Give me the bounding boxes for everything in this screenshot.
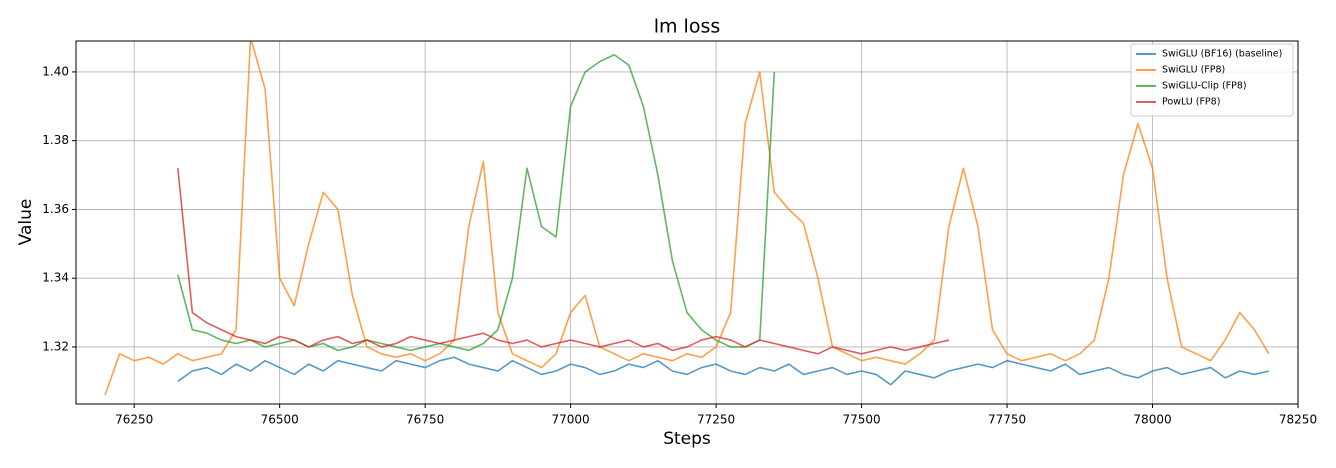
plot-frame xyxy=(75,40,1299,405)
y-tick-label: 1.38 xyxy=(42,133,69,147)
x-tick-label: 76500 xyxy=(261,413,299,427)
legend-label: SwiGLU (FP8) xyxy=(1162,65,1225,76)
x-tick-label: 78000 xyxy=(1133,413,1171,427)
legend-label: SwiGLU-Clip (FP8) xyxy=(1162,81,1247,92)
plot-area xyxy=(104,41,1270,396)
y-tick-label: 1.32 xyxy=(42,339,69,353)
x-tick-label: 77000 xyxy=(552,413,590,427)
x-tick-label: 77750 xyxy=(988,413,1026,427)
y-tick-label: 1.40 xyxy=(42,64,69,78)
y-tick-label: 1.36 xyxy=(42,202,69,216)
chart-title: lm loss xyxy=(654,16,721,38)
legend-label: PowLU (FP8) xyxy=(1162,97,1220,108)
legend-box xyxy=(1130,43,1294,117)
x-tick-label: 77250 xyxy=(697,413,735,427)
y-tick-label: 1.34 xyxy=(42,271,69,285)
x-axis-label: Steps xyxy=(663,429,711,449)
series-line xyxy=(104,41,1270,396)
x-tick-label: 77500 xyxy=(842,413,880,427)
series-line xyxy=(177,53,776,352)
y-axis-label: Value xyxy=(16,199,36,246)
series-line xyxy=(177,356,1270,386)
x-tick-label: 76250 xyxy=(115,413,153,427)
x-tick-label: 78250 xyxy=(1279,413,1317,427)
legend-label: SwiGLU (BF16) (baseline) xyxy=(1162,49,1282,60)
x-tick-label: 76750 xyxy=(406,413,444,427)
legend: SwiGLU (BF16) (baseline) SwiGLU (FP8) SwiG… xyxy=(1130,43,1294,117)
series-line xyxy=(177,168,950,355)
